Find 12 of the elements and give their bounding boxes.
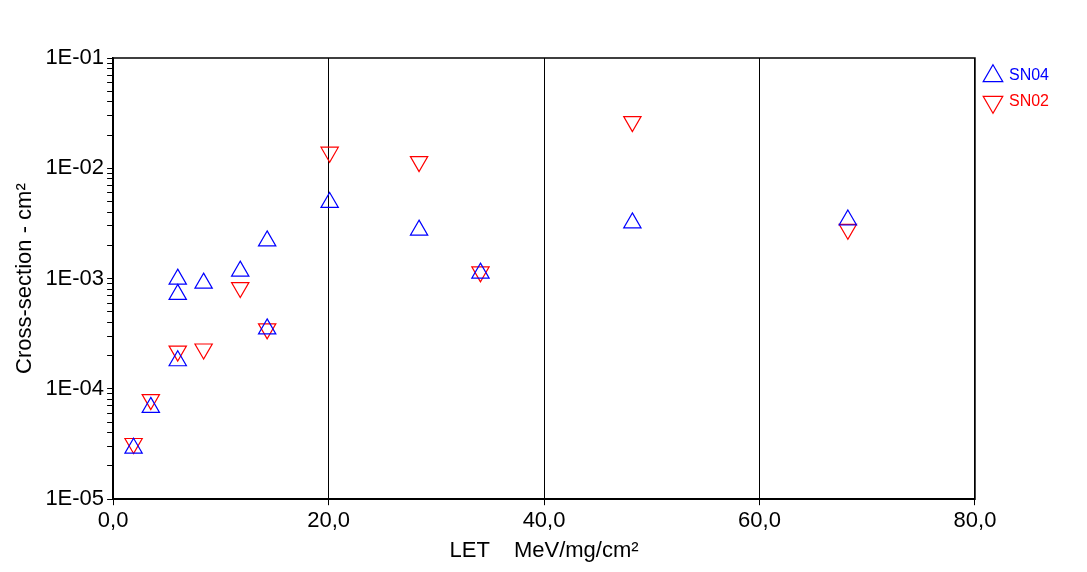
legend-label: SN02 (1008, 92, 1050, 110)
y-tick-label: 1E-03 (45, 264, 105, 290)
x-axis-title: LET MeV/mg/cm² (449, 536, 639, 562)
x-tick-label: 20,0 (307, 507, 350, 533)
y-tick-label: 1E-01 (45, 44, 105, 70)
y-tick-label: 1E-02 (45, 154, 105, 180)
x-tick-label: 80,0 (953, 507, 997, 533)
legend-label: SN04 (1008, 66, 1050, 84)
y-axis-title: Cross-section - cm² (11, 183, 37, 374)
x-tick-label: 60,0 (738, 507, 781, 533)
x-tick-label: 40,0 (522, 507, 566, 533)
y-tick-label: 1E-04 (45, 374, 105, 400)
